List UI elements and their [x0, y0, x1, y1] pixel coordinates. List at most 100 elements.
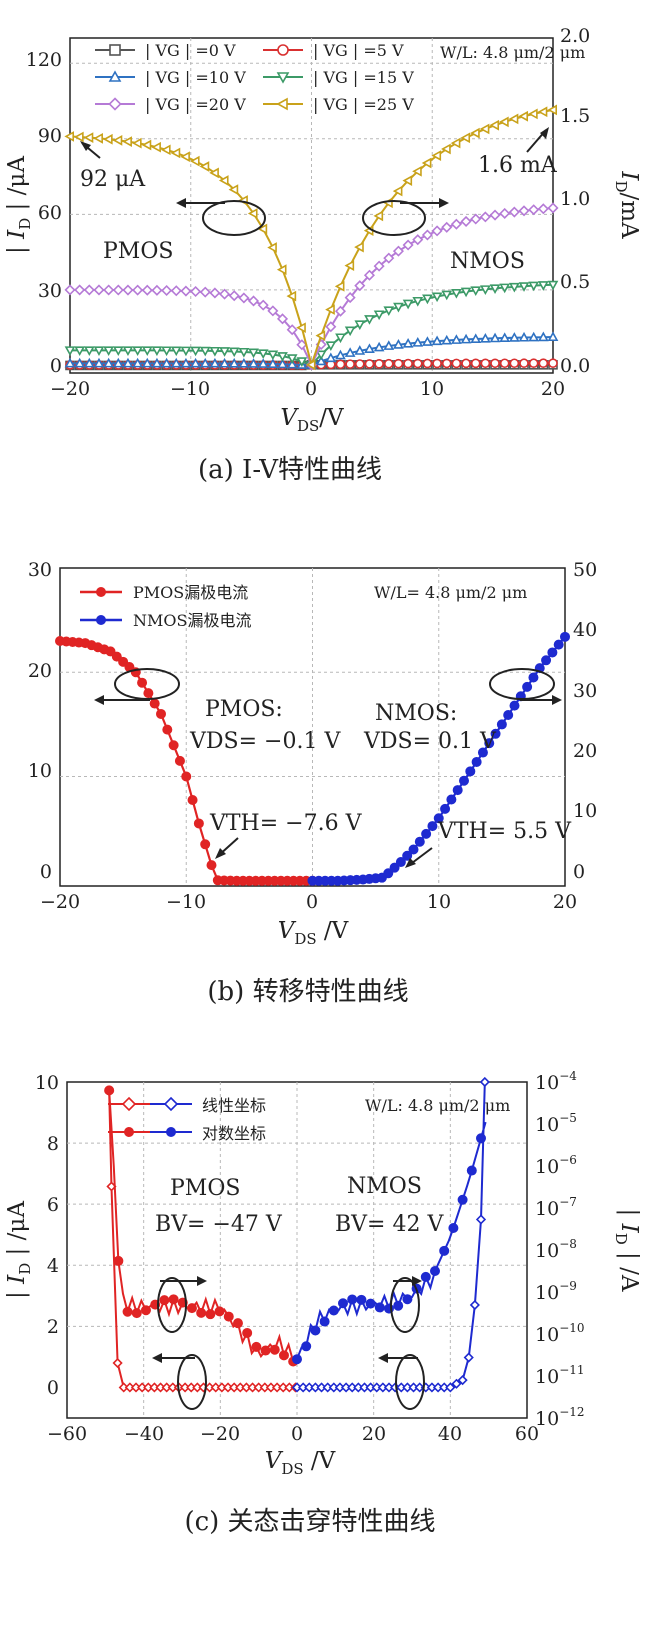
annotation-arrowhead — [540, 127, 549, 139]
data-point — [190, 285, 202, 298]
y-right-tick-label: 10−6 — [535, 1153, 577, 1178]
data-point — [457, 1375, 468, 1386]
data-point — [559, 631, 570, 642]
grid-c — [67, 1082, 527, 1418]
data-point — [412, 358, 423, 369]
data-point — [547, 647, 558, 658]
data-point — [470, 286, 482, 297]
data-point — [469, 1299, 480, 1311]
data-point — [519, 358, 529, 369]
data-point — [354, 359, 365, 369]
nmos-vth-b: VTH= 5.5 V — [437, 819, 572, 844]
data-point — [168, 740, 179, 751]
data-point — [104, 1085, 115, 1096]
data-point — [421, 157, 432, 169]
x-tick-label: −10 — [170, 378, 210, 400]
axis-indicator-ellipse — [177, 1354, 207, 1410]
data-point — [402, 175, 413, 186]
x-tick-label: 10 — [427, 891, 451, 913]
data-point — [276, 264, 287, 276]
data-point — [503, 710, 514, 721]
axis-indicator-ellipse — [157, 1277, 187, 1333]
data-point — [277, 352, 288, 362]
data-point — [180, 346, 192, 357]
data-point — [238, 357, 250, 368]
data-point — [344, 347, 356, 357]
data-point — [247, 208, 258, 219]
y-right-tick-exponent: −8 — [559, 1237, 577, 1251]
data-point — [190, 346, 201, 357]
x-axis-title-b: VDS /V — [278, 918, 349, 948]
data-point — [108, 97, 122, 111]
pmos-bv-c: BV= −47 V — [155, 1212, 283, 1237]
data-point — [83, 284, 95, 296]
data-point — [480, 332, 491, 343]
y-left-tick-label: 30 — [38, 280, 62, 302]
data-point — [277, 358, 288, 369]
data-point — [528, 672, 539, 683]
data-point — [480, 358, 491, 369]
wl-note-a: W/L: 4.8 μm/2 μm — [440, 43, 585, 62]
data-point — [373, 260, 385, 272]
data-point — [277, 44, 289, 56]
data-point — [490, 728, 501, 739]
data-point — [451, 334, 462, 344]
data-point — [296, 339, 308, 351]
data-point — [445, 1382, 456, 1393]
data-point — [402, 1294, 413, 1305]
data-point — [238, 347, 250, 358]
data-point — [143, 688, 154, 699]
data-point — [162, 724, 173, 735]
annotation-arrowhead — [80, 141, 91, 151]
data-point — [112, 284, 124, 296]
data-point — [286, 324, 298, 336]
data-point — [354, 320, 366, 331]
data-point — [547, 280, 559, 291]
y-left-tick-label: 0 — [40, 861, 52, 883]
data-point — [141, 139, 152, 151]
data-point — [199, 346, 211, 357]
data-point — [118, 656, 129, 667]
pmos-title-b: PMOS: — [205, 697, 283, 722]
data-point — [334, 280, 345, 292]
data-point — [471, 756, 482, 767]
data-point — [345, 359, 355, 369]
data-point — [537, 331, 549, 342]
data-point — [200, 839, 211, 850]
data-point — [499, 207, 511, 219]
data-point — [457, 1194, 468, 1205]
data-point — [122, 357, 134, 368]
data-point — [103, 284, 115, 296]
annotation-arrowhead — [215, 848, 226, 859]
data-point — [490, 358, 500, 369]
data-point — [112, 1357, 123, 1369]
data-point — [160, 144, 171, 156]
data-point — [460, 132, 471, 144]
data-point — [420, 1271, 431, 1282]
data-point — [257, 223, 268, 235]
data-point — [450, 218, 462, 230]
data-point — [553, 639, 564, 650]
y-right-tick-label: 10 — [573, 800, 597, 822]
data-point — [451, 358, 462, 369]
data-point — [392, 245, 404, 257]
y-right-tick-label: 1.5 — [560, 105, 590, 127]
data-point — [477, 747, 488, 758]
data-point — [137, 677, 148, 688]
data-point — [151, 284, 163, 296]
nmos-vds-b: VDS= 0.1 V — [363, 729, 497, 754]
data-point — [412, 234, 424, 246]
data-point — [209, 346, 221, 357]
data-point — [537, 203, 549, 215]
caption-b: (b) 转移特性曲线 — [207, 977, 408, 1007]
y-left-axis-title-a: | ID | /μA — [4, 156, 34, 254]
y-right-tick-label: 0.5 — [560, 271, 590, 293]
data-point — [373, 310, 385, 321]
y-left-tick-label: 2 — [47, 1316, 59, 1338]
axis-indicator-ellipse — [395, 1354, 425, 1410]
data-point — [518, 282, 530, 292]
data-point — [509, 282, 520, 293]
data-point — [102, 133, 113, 145]
x-tick-label: −10 — [166, 891, 206, 913]
pmos-vth-b: VTH= −7.6 V — [209, 811, 363, 836]
